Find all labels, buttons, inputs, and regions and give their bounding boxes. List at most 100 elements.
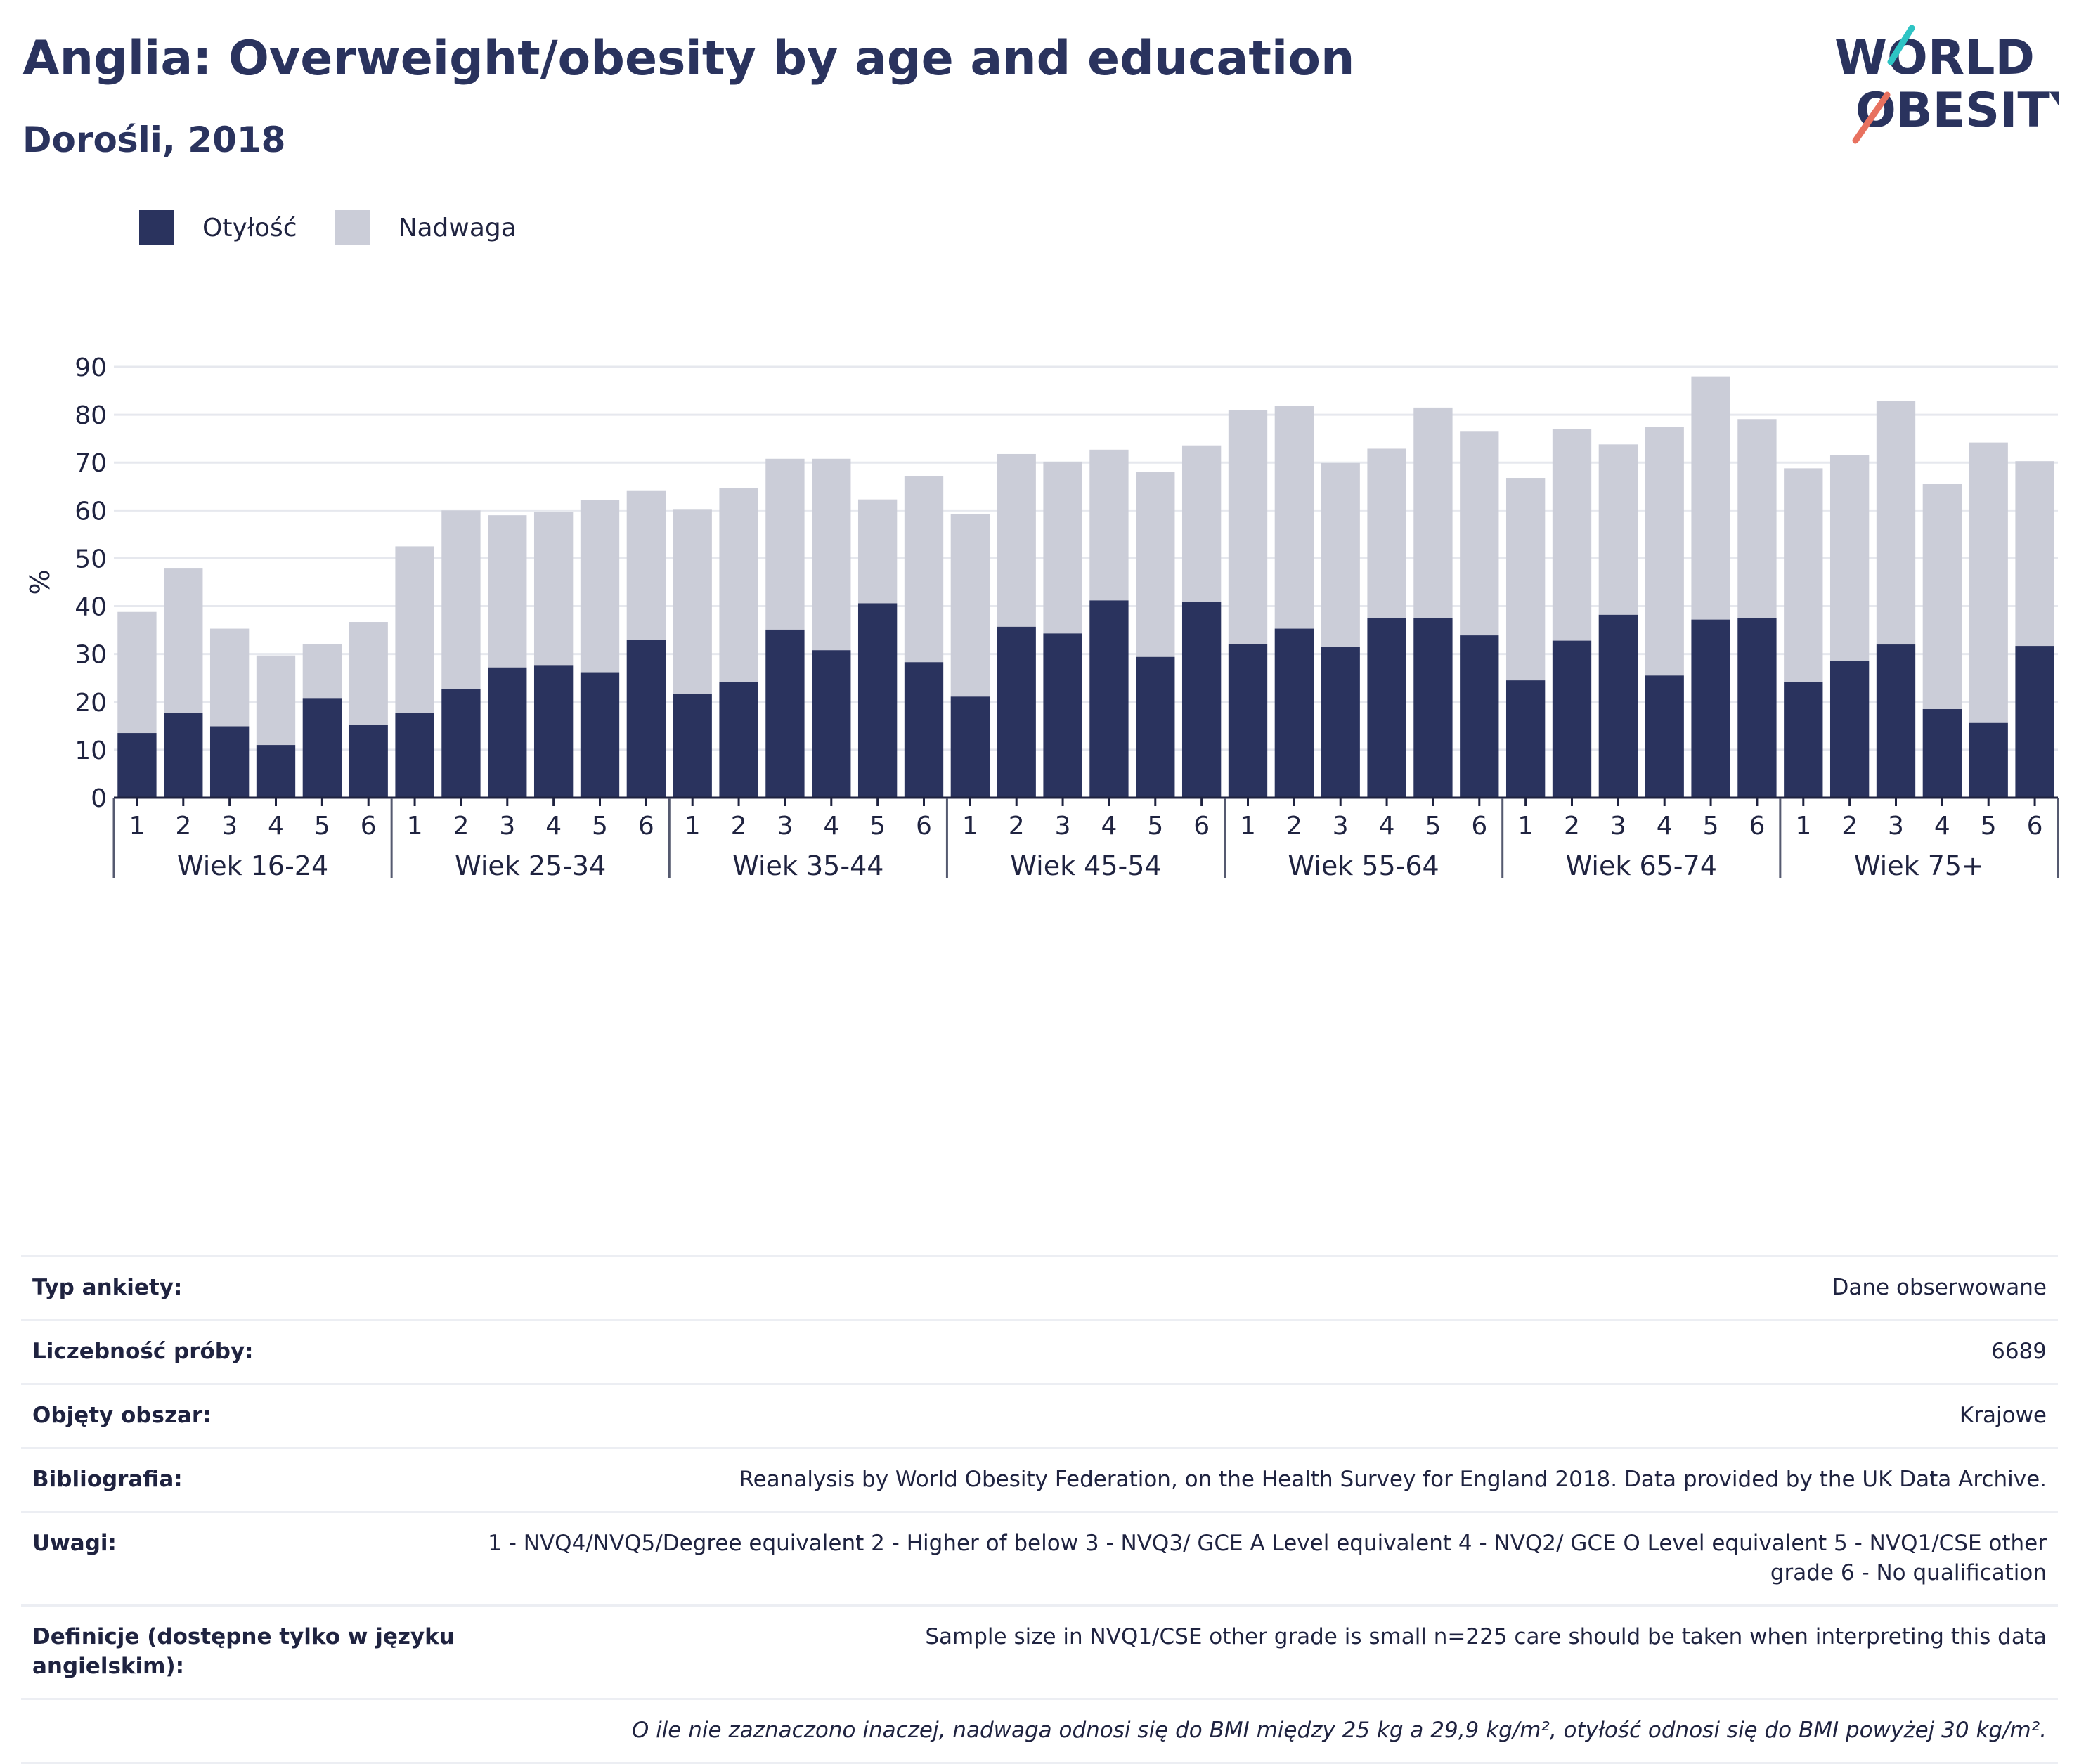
x-tick-label: 3 <box>499 812 515 841</box>
bar-obesity <box>1367 618 1406 798</box>
bar-overweight <box>1413 407 1453 618</box>
bar-obesity <box>1922 708 1962 798</box>
x-tick-label: 5 <box>1425 812 1441 841</box>
info-row: Definicje (dostępne tylko w języku angie… <box>21 1604 2058 1698</box>
x-tick-label: 3 <box>1333 812 1349 841</box>
x-tick-label: 1 <box>129 812 145 841</box>
bar-overweight <box>1598 444 1638 615</box>
x-tick-label: 2 <box>1564 812 1580 841</box>
bar-overweight <box>1737 419 1777 618</box>
bar-overweight <box>1228 410 1268 644</box>
bar-obesity <box>117 733 157 798</box>
group-label: Wiek 16-24 <box>177 850 328 881</box>
legend-swatch-overweight <box>335 210 370 245</box>
bar-overweight <box>719 488 758 682</box>
x-tick-label: 3 <box>1055 812 1071 841</box>
legend-label-obesity: Otyłość <box>202 213 297 242</box>
bar-overweight <box>1089 449 1129 601</box>
info-value: 6689 <box>1991 1339 2047 1364</box>
legend-item-overweight[interactable]: Nadwaga <box>335 210 517 245</box>
bar-obesity <box>488 667 527 798</box>
info-row: Liczebność próby: 6689 <box>21 1319 2058 1383</box>
legend-swatch-obesity <box>139 210 174 245</box>
group-label: Wiek 75+ <box>1854 850 1984 881</box>
y-tick-label: 40 <box>75 593 107 622</box>
x-tick-label: 2 <box>1009 812 1025 841</box>
bar-obesity <box>1089 600 1129 798</box>
group-label: Wiek 25-34 <box>455 850 606 881</box>
bar-overweight <box>1969 442 2008 723</box>
bar-overweight <box>441 510 481 689</box>
info-label: Typ ankiety: <box>32 1275 183 1300</box>
bar-obesity <box>997 626 1036 798</box>
bar-overweight <box>580 500 620 673</box>
x-tick-label: 6 <box>2027 812 2043 841</box>
bar-obesity <box>580 672 620 798</box>
bar-overweight <box>349 622 388 725</box>
bar-overweight <box>1136 472 1175 657</box>
bar-overweight <box>488 515 527 668</box>
x-tick-label: 5 <box>1981 812 1997 841</box>
group-label: Wiek 35-44 <box>732 850 883 881</box>
bar-overweight <box>1043 461 1082 634</box>
x-tick-label: 4 <box>1934 812 1950 841</box>
info-table: Typ ankiety: Dane obserwowane Liczebność p… <box>21 1255 2058 1764</box>
legend-item-obesity[interactable]: Otyłość <box>139 210 297 245</box>
bar-obesity <box>673 694 712 798</box>
bar-obesity <box>1969 722 2008 798</box>
bar-obesity <box>765 629 805 798</box>
bar-overweight <box>302 644 342 699</box>
x-tick-label: 1 <box>1517 812 1534 841</box>
info-row: Uwagi: 1 - NVQ4/NVQ5/Degree equivalent 2 … <box>21 1511 2058 1604</box>
x-tick-label: 2 <box>1286 812 1302 841</box>
bar-obesity <box>1228 644 1268 798</box>
x-tick-label: 4 <box>1657 812 1673 841</box>
info-label: Bibliografia: <box>32 1467 183 1492</box>
logo-text-obesity: OBESITY <box>1855 83 2059 138</box>
x-tick-label: 5 <box>314 812 330 841</box>
bar-obesity <box>1829 661 1870 798</box>
x-tick-label: 3 <box>1888 812 1904 841</box>
bar-obesity <box>1691 619 1730 798</box>
group-label: Wiek 65-74 <box>1566 850 1717 881</box>
bar-obesity <box>626 640 666 798</box>
x-tick-label: 3 <box>777 812 793 841</box>
chart-legend: Otyłość Nadwaga <box>139 208 555 247</box>
bar-overweight <box>164 568 203 713</box>
y-tick-label: 50 <box>75 545 107 573</box>
bar-overweight <box>997 453 1036 627</box>
x-tick-label: 4 <box>1101 812 1117 841</box>
bar-obesity <box>1552 640 1592 798</box>
y-tick-label: 10 <box>75 737 107 765</box>
x-tick-label: 6 <box>916 812 932 841</box>
bar-overweight <box>1876 401 1916 645</box>
x-tick-label: 5 <box>1147 812 1163 841</box>
stacked-bar-chart: 0 10 20 30 40 50 60 70 80 90% 1 2 3 4 5 6 Wiek 16-24 1 2 3 4… <box>25 354 2059 881</box>
bar-obesity <box>1181 602 1222 798</box>
bar-obesity <box>441 689 481 798</box>
bar-obesity <box>256 745 296 798</box>
x-tick-label: 2 <box>731 812 747 841</box>
bar-overweight <box>209 628 250 727</box>
bar-overweight <box>2015 461 2054 647</box>
bar-obesity <box>857 603 898 798</box>
x-tick-label: 3 <box>1610 812 1626 841</box>
x-tick-label: 4 <box>268 812 284 841</box>
bar-obesity <box>533 665 574 798</box>
x-tick-label: 5 <box>592 812 608 841</box>
bar-overweight <box>1784 468 1823 682</box>
bar-obesity <box>1136 656 1175 798</box>
info-row: Objęty obszar: Krajowe <box>21 1383 2058 1447</box>
y-tick-label: 70 <box>75 449 107 478</box>
bar-obesity <box>1413 618 1453 798</box>
info-value: Krajowe <box>1959 1403 2047 1428</box>
bar-obesity <box>1784 682 1823 798</box>
bar-overweight <box>1645 427 1684 676</box>
bar-overweight <box>1367 448 1406 618</box>
info-value: Sample size in NVQ1/CSE other grade is s… <box>925 1624 2047 1649</box>
x-tick-label: 5 <box>869 812 886 841</box>
bar-overweight <box>765 458 805 630</box>
x-tick-label: 6 <box>638 812 654 841</box>
info-label: Uwagi: <box>32 1531 117 1556</box>
y-tick-label: 80 <box>75 401 107 430</box>
